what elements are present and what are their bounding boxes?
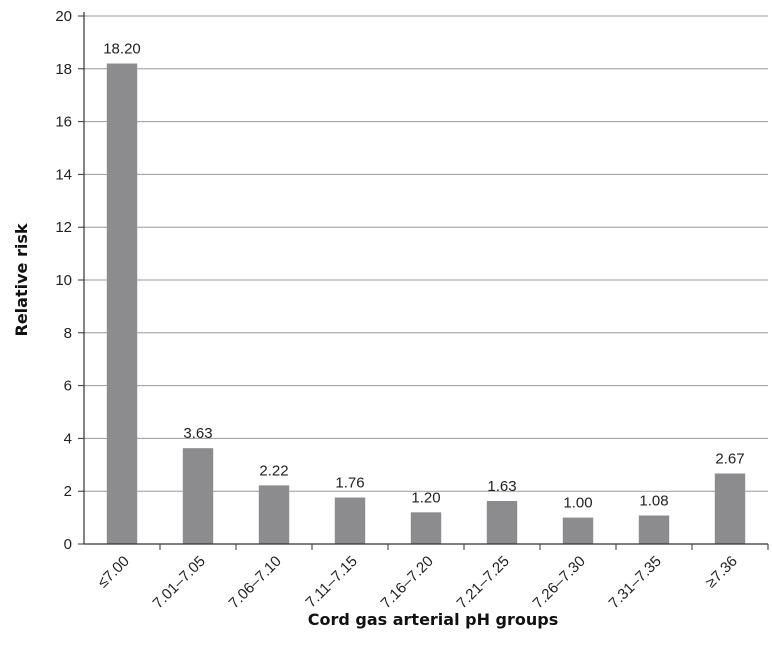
y-tick-label: 4 (64, 430, 72, 447)
data-label: 1.76 (335, 475, 364, 492)
x-tick-label: 7.21–7.25 (454, 553, 513, 612)
data-label: 1.20 (411, 489, 440, 506)
bar (714, 473, 746, 544)
bar (182, 448, 214, 544)
y-tick-label: 10 (55, 272, 72, 289)
bar (486, 500, 518, 544)
bar (334, 497, 366, 544)
x-tick-label: ≤7.00 (94, 553, 132, 591)
gridlines (84, 15, 768, 492)
data-labels: 18.20 3.63 2.22 1.76 1.20 1.63 1.00 1.08 2.67 (103, 41, 744, 512)
x-tick-label: 7.16–7.20 (378, 553, 437, 612)
x-tick-label: 7.01–7.05 (150, 553, 209, 612)
y-axis-title: Relative risk (12, 223, 31, 336)
bar (562, 517, 594, 544)
y-tick-label: 2 (64, 483, 72, 500)
x-tick-labels: ≤7.00 7.01–7.05 7.06–7.10 7.11–7.15 7.16–7.2… (94, 544, 769, 612)
data-label: 2.22 (259, 462, 288, 479)
y-tick-label: 14 (55, 166, 72, 183)
data-label: 1.00 (563, 495, 592, 512)
bars (106, 63, 746, 545)
data-label: 1.08 (639, 492, 668, 509)
y-tick-label: 6 (64, 378, 72, 395)
data-label: 3.63 (183, 425, 212, 442)
bar (638, 515, 670, 544)
x-axis-title: Cord gas arterial pH groups (308, 610, 559, 629)
y-tick-label: 20 (55, 8, 72, 25)
y-tick-label: 12 (55, 219, 72, 236)
data-label: 2.67 (715, 451, 744, 468)
bar (410, 512, 442, 544)
data-label: 18.20 (103, 41, 141, 58)
axes (83, 12, 768, 545)
x-tick-label: 7.31–7.35 (606, 553, 665, 612)
y-tick-label: 16 (55, 114, 72, 131)
y-tick-label: 18 (55, 61, 72, 78)
data-label: 1.63 (487, 478, 516, 495)
x-tick-label: 7.06–7.10 (226, 553, 285, 612)
y-tick-label: 8 (64, 325, 72, 342)
x-tick-label: ≥7.36 (702, 553, 740, 591)
y-tick-label: 0 (64, 536, 72, 553)
x-tick-label: 7.11–7.15 (302, 553, 360, 611)
bar (106, 63, 138, 545)
y-tick-labels: 0 2 4 6 8 10 12 14 16 18 20 (55, 8, 84, 553)
x-tick-label: 7.26–7.30 (530, 553, 589, 612)
bar (258, 485, 290, 544)
